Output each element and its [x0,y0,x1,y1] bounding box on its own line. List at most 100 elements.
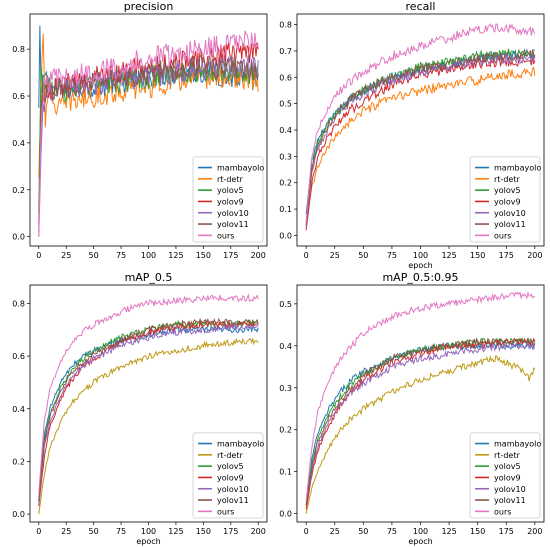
x-tick-label: 125 [441,251,456,260]
x-tick-label: 125 [168,527,183,536]
x-tick-label: 150 [196,251,211,260]
x-tick-label: 25 [330,527,340,536]
legend-label: mambayolo [217,440,264,449]
series-line-rt-detr [38,337,259,515]
y-tick-label: 0.7 [279,47,292,56]
x-tick-label: 125 [168,251,183,260]
series-line-rt-detr [305,66,536,228]
x-tick-label: 100 [413,251,428,260]
x-tick-label: 0 [304,251,309,260]
chart-panel-0: precision 0 25 50 75 100 125 150 175 200 0.0 0.2 0.4… [12,0,268,260]
y-tick-label: 0.2 [12,186,25,195]
series-line-yolov11 [305,337,535,506]
x-tick-label: 175 [499,251,514,260]
series-line-ours [305,290,536,502]
legend-label: yolov10 [217,485,249,494]
series-line-ours [38,293,259,494]
x-tick-label: 75 [387,251,397,260]
legend-label: yolov11 [494,220,526,229]
chart-panel-3: mAP_0.5:0.95 0 25 50 75 100 125 150 175 200 0.0 0.1… [279,271,545,546]
x-tick-label: 75 [116,251,126,260]
legend-label: mambayolo [217,164,264,173]
x-tick-label: 175 [499,527,514,536]
x-tick-label: 150 [470,527,485,536]
series-line-ours [38,30,259,237]
x-tick-label: 175 [223,527,238,536]
x-tick-label: 200 [251,527,266,536]
y-tick-label: 0.8 [279,21,292,30]
x-tick-label: 150 [470,251,485,260]
series-line-ours [305,22,536,223]
y-tick-label: 0.2 [279,426,292,435]
x-tick-label: 0 [36,251,41,260]
legend-label: rt-detr [217,451,243,460]
legend-label: yolov11 [494,496,526,505]
legend-label: mambayolo [494,164,541,173]
legend-label: ours [217,231,234,240]
x-tick-label: 100 [141,527,156,536]
x-tick-label: 75 [116,527,126,536]
series-line-yolov11 [38,54,259,232]
x-tick-label: 25 [61,527,71,536]
legend-label: yolov11 [217,220,249,229]
y-tick-label: 0.8 [12,299,25,308]
legend-label: yolov5 [494,186,521,195]
x-tick-label: 75 [387,527,397,536]
legend-label: yolov9 [494,473,521,482]
legend-label: rt-detr [217,175,243,184]
legend-label: yolov9 [217,197,244,206]
y-tick-label: 0.2 [279,179,292,188]
legend-label: ours [494,231,511,240]
chart-title: mAP_0.5:0.95 [382,271,458,284]
legend-label: yolov5 [494,462,521,471]
y-tick-label: 0.8 [12,45,25,54]
x-tick-label: 50 [358,251,368,260]
y-tick-label: 0.4 [279,126,292,135]
x-axis-label: epoch [136,537,160,546]
series-line-mambayolo [38,325,259,501]
y-tick-label: 0.6 [12,352,25,361]
legend-label: yolov5 [217,462,244,471]
legend: mambayolo rt-detr yolov5 yolov9 yolov10 yolov… [469,432,541,519]
legend-label: rt-detr [494,175,520,184]
legend-label: yolov9 [217,473,244,482]
series-line-yolov5 [38,60,259,214]
x-tick-label: 200 [527,251,542,260]
y-tick-label: 0.0 [279,231,292,240]
chart-panel-2: mAP_0.5 0 25 50 75 100 125 150 175 200 0.0 0.2 0.4 0.… [12,271,268,546]
legend-label: ours [494,507,511,516]
x-tick-label: 25 [61,251,71,260]
chart-title: mAP_0.5 [125,271,173,284]
series-line-yolov11 [38,317,259,501]
legend-label: yolov11 [217,496,249,505]
y-tick-label: 0.1 [279,205,292,214]
x-tick-label: 25 [330,251,340,260]
y-tick-label: 0.2 [12,457,25,466]
x-tick-label: 0 [304,527,309,536]
legend: mambayolo rt-detr yolov5 yolov9 yolov10 yolov… [192,156,264,243]
legend-label: yolov10 [494,485,526,494]
series-line-rt-detr [38,33,259,179]
series-line-yolov11 [305,48,536,225]
legend-label: yolov10 [217,209,249,218]
chart-panel-1: recall 0 25 50 75 100 125 150 175 200 0.0 0.1 0.2 0.3… [279,0,545,270]
y-tick-label: 0.4 [12,405,25,414]
x-tick-label: 50 [358,527,368,536]
x-tick-label: 50 [89,527,99,536]
y-tick-label: 0.3 [279,384,292,393]
x-tick-label: 50 [89,251,99,260]
legend-label: rt-detr [494,451,520,460]
y-tick-label: 0.6 [12,92,25,101]
legend: mambayolo rt-detr yolov5 yolov9 yolov10 yolov… [192,432,264,519]
y-tick-label: 0.0 [12,233,25,242]
x-tick-label: 200 [251,251,266,260]
legend-label: mambayolo [494,440,541,449]
x-tick-label: 100 [141,251,156,260]
legend-label: yolov9 [494,197,521,206]
legend-label: yolov5 [217,186,244,195]
y-tick-label: 0.4 [279,342,292,351]
x-tick-label: 0 [36,527,41,536]
y-tick-label: 0.6 [279,73,292,82]
y-tick-label: 0.1 [279,468,292,477]
